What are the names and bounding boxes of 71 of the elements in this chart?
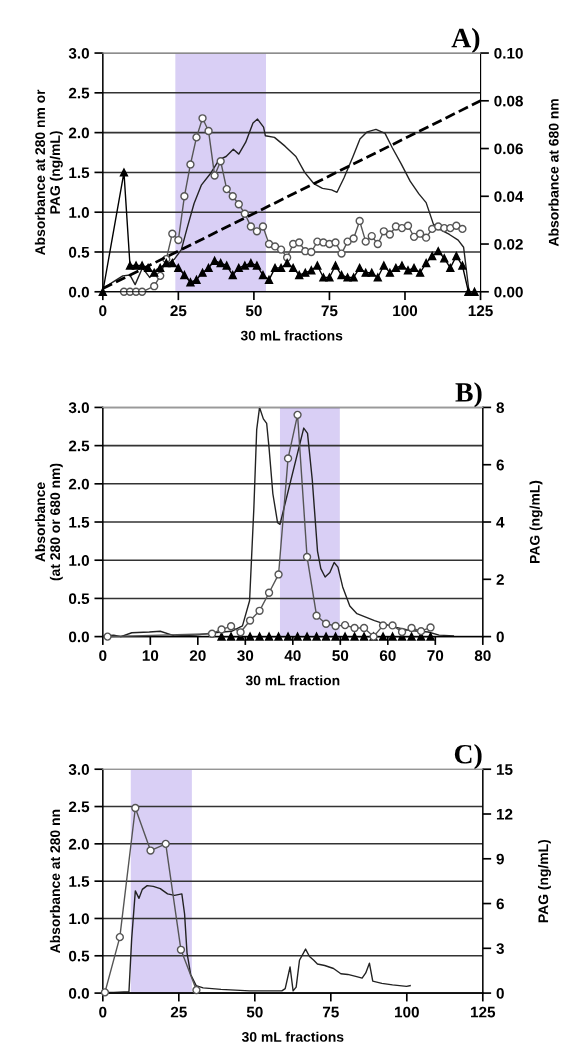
x-tick-label: 75 [321,305,338,317]
y-tick-label: 0.5 [68,593,90,605]
x-tick-label: 50 [332,650,349,662]
y-tick-label: 1.0 [69,555,89,566]
x-tick-label: 50 [245,305,262,317]
y2-tick-label: 0 [496,631,504,643]
x-tick-label: 20 [189,650,206,662]
y-tick-label: 2.0 [68,838,89,850]
x-tick-label: 70 [427,650,444,662]
chart-title: A) [451,27,480,54]
y2-axis-title: Absorbance at 680 nm [548,99,559,247]
chart-title: B) [455,382,482,408]
y-tick-label: 3.0 [68,47,89,59]
y2-tick-label: 12 [496,808,513,820]
y-tick-label: 2.0 [68,478,89,490]
y-tick-label: 0.5 [68,246,90,258]
y-tick-label: 2.0 [68,127,89,139]
x-tick-label: 100 [393,305,418,317]
x-axis-title: 30 mL fraction [245,675,340,686]
y2-tick-label: 9 [496,853,504,865]
y2-tick-label: 6 [496,898,504,910]
y2-tick-label: 0.10 [494,47,523,59]
x-tick-label: 100 [395,1006,419,1018]
y2-tick-label: 6 [496,459,504,471]
x-tick-label: 80 [474,650,491,662]
y2-tick-label: 8 [496,402,505,414]
x-tick-label: 10 [142,650,159,662]
y-axis-title: Absorbance at 280 nm or PAG (ng/mL) [34,89,63,256]
x-tick-label: 60 [379,650,396,662]
x-tick-label: 125 [471,1006,496,1018]
x-tick-label: 25 [170,305,187,317]
y2-tick-label: 0.04 [494,191,524,202]
y-tick-label: 1.5 [69,876,90,887]
y-tick-label: 0.5 [68,950,90,962]
y-tick-label: 3.0 [68,402,89,414]
y-tick-label: 1.5 [69,167,90,179]
y-tick-label: 1.0 [69,913,89,925]
x-tick-label: 30 [237,650,254,662]
y-tick-label: 0.0 [68,987,89,999]
chart-title: C) [454,744,482,770]
x-tick-label: 0 [99,305,107,317]
y2-tick-label: 0.08 [494,95,523,107]
x-tick-label: 75 [322,1006,339,1018]
y-tick-label: 0.0 [68,631,89,643]
y2-axis-title: PAG (ng/mL) [529,480,543,563]
y-axis-title: Absorbance at 280 nn [49,809,61,953]
y2-tick-label: 15 [496,764,513,775]
y-tick-label: 1.0 [69,207,89,218]
y2-tick-label: 3 [496,943,504,955]
y2-tick-label: 2 [496,574,504,585]
x-tick-label: 40 [284,650,301,662]
y2-tick-label: 0.00 [494,286,523,298]
y2-tick-label: 0.02 [494,238,523,250]
x-tick-label: 0 [99,650,107,662]
y-tick-label: 0.0 [68,286,89,298]
y2-tick-label: 0 [496,987,504,999]
x-tick-label: 25 [170,1006,187,1018]
y2-tick-label: 0.06 [494,143,523,155]
y-tick-label: 3.0 [68,764,89,775]
x-tick-label: 125 [468,305,493,317]
y-tick-label: 2.5 [68,440,90,452]
y-tick-label: 1.5 [69,517,90,528]
x-axis-title: 30 mL fractions [241,1031,344,1042]
y2-tick-label: 4 [496,517,505,528]
x-tick-label: 0 [99,1006,107,1018]
y2-axis-title: PAG (ng/mL) [537,839,551,923]
x-tick-label: 50 [246,1006,263,1018]
y-tick-label: 2.5 [68,801,90,813]
x-axis-title: 30 mL fractions [240,330,343,341]
y-tick-label: 2.5 [68,87,90,99]
y-axis-title: Absorbance (at 280 or 680 nm) [34,463,63,581]
